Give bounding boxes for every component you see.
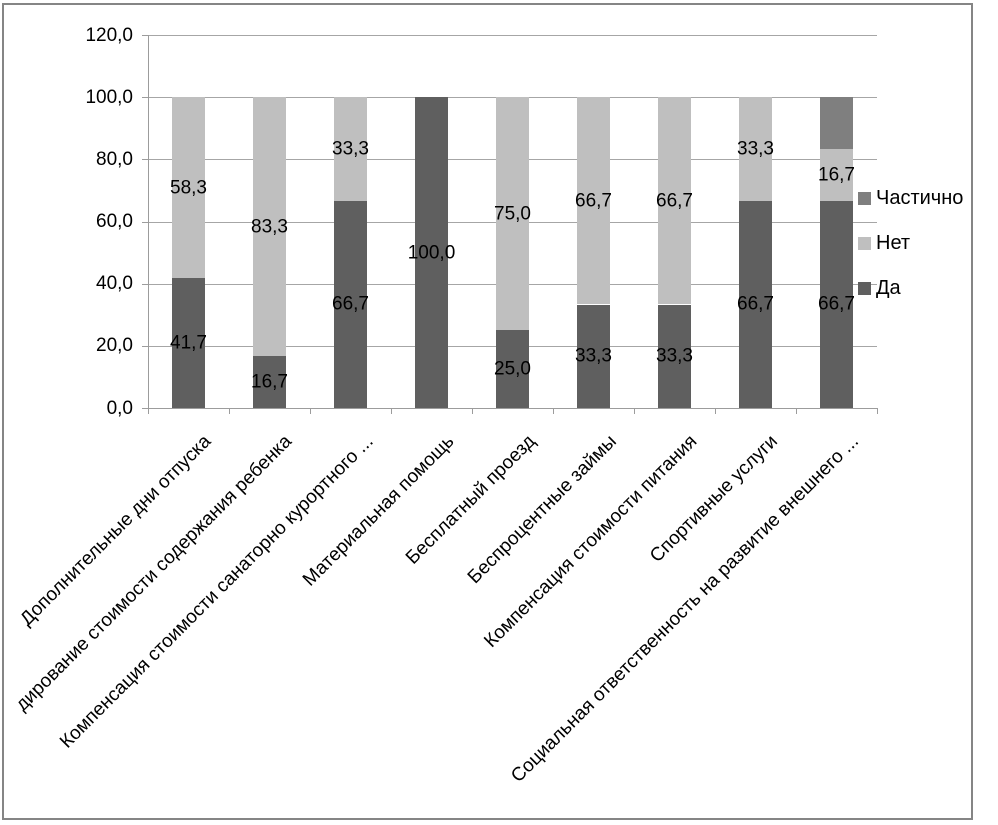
- x-axis-line: [142, 408, 877, 409]
- bar-segment-да[interactable]: [253, 356, 286, 408]
- bar-segment-да[interactable]: [820, 200, 853, 408]
- x-axis-tick: [391, 408, 392, 414]
- legend-label: Нет: [876, 232, 911, 254]
- x-axis-tick: [472, 408, 473, 414]
- bar-data-label: 33,3: [332, 138, 369, 160]
- y-axis-tick: [142, 159, 148, 161]
- bar-data-label: 33,3: [575, 345, 612, 367]
- y-axis-tick: [142, 345, 148, 347]
- bar-data-label: 33,3: [656, 345, 693, 367]
- bar-data-label: 33,3: [737, 138, 774, 160]
- bar-segment-нет[interactable]: [253, 97, 286, 357]
- legend-item[interactable]: Нет: [858, 233, 910, 253]
- bar-data-label: 100,0: [407, 242, 456, 264]
- y-axis-tick-label: 120,0: [85, 24, 133, 46]
- bar-data-label: 16,7: [818, 164, 855, 186]
- gridline: [148, 35, 877, 37]
- bar-data-label: 16,7: [251, 371, 288, 393]
- bar-data-label: 66,7: [575, 190, 612, 212]
- y-axis-tick-label: 60,0: [96, 211, 133, 233]
- bar-segment-нет[interactable]: [334, 97, 367, 201]
- y-axis-tick: [142, 283, 148, 285]
- bar-data-label: 58,3: [170, 177, 207, 199]
- y-axis-tick-label: 40,0: [96, 273, 133, 295]
- bar-segment-нет[interactable]: [496, 97, 529, 331]
- bar-segment-да[interactable]: [496, 330, 529, 408]
- bar-data-label: 41,7: [170, 332, 207, 354]
- y-axis-tick-label: 0,0: [106, 397, 133, 419]
- y-axis-tick: [142, 221, 148, 223]
- legend-label: Частично: [876, 187, 964, 209]
- bar-data-label: 66,7: [818, 293, 855, 315]
- y-axis-line: [148, 35, 149, 414]
- x-axis-tick: [310, 408, 311, 414]
- bar-segment-да[interactable]: [172, 278, 205, 408]
- bar-data-label: 66,7: [332, 293, 369, 315]
- bar-data-label: 66,7: [737, 293, 774, 315]
- bar-segment-да[interactable]: [577, 304, 610, 408]
- bar-segment-да[interactable]: [415, 97, 448, 408]
- bar-segment-да[interactable]: [739, 200, 772, 408]
- legend-item[interactable]: Да: [858, 278, 901, 298]
- bar-data-label: 25,0: [494, 358, 531, 380]
- chart-border: [2, 3, 973, 820]
- bar-segment-нет[interactable]: [820, 148, 853, 201]
- bar-segment-нет[interactable]: [577, 97, 610, 305]
- y-axis-tick: [142, 97, 148, 99]
- x-axis-tick: [229, 408, 230, 414]
- bar-segment-частично[interactable]: [820, 96, 853, 149]
- legend-swatch-да: [858, 281, 871, 295]
- y-axis-tick-label: 20,0: [96, 335, 133, 357]
- y-axis-tick-label: 80,0: [96, 148, 133, 170]
- x-axis-tick: [553, 408, 554, 414]
- x-axis-tick: [796, 408, 797, 414]
- legend-swatch-частично: [858, 191, 871, 205]
- bar-data-label: 66,7: [656, 190, 693, 212]
- bar-segment-да[interactable]: [658, 304, 691, 408]
- bar-segment-нет[interactable]: [172, 97, 205, 279]
- bar-segment-нет[interactable]: [739, 97, 772, 201]
- bar-data-label: 83,3: [251, 216, 288, 238]
- y-axis-tick-label: 100,0: [85, 86, 133, 108]
- x-axis-tick: [634, 408, 635, 414]
- legend-swatch-нет: [858, 236, 871, 250]
- legend-label: Да: [876, 277, 901, 299]
- bar-data-label: 75,0: [494, 203, 531, 225]
- x-axis-tick: [715, 408, 716, 414]
- y-axis-tick: [142, 35, 148, 37]
- x-axis-tick: [877, 408, 878, 414]
- bar-segment-да[interactable]: [334, 200, 367, 408]
- bar-segment-нет[interactable]: [658, 97, 691, 305]
- legend-item[interactable]: Частично: [858, 188, 963, 208]
